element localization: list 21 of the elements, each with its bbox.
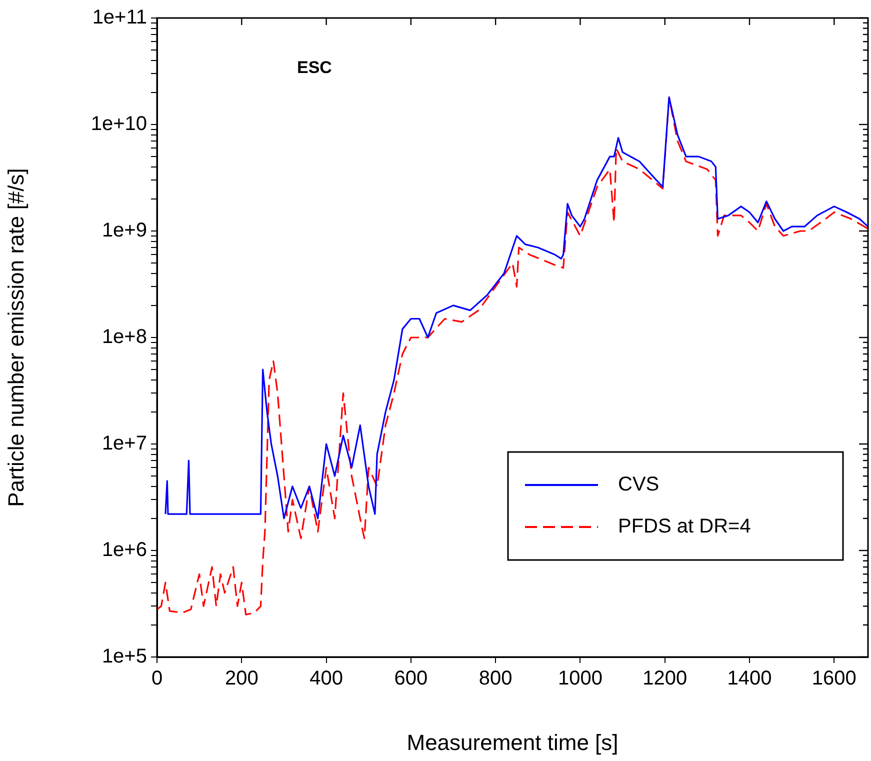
annotation: ESC [297, 58, 332, 78]
y-tick-label: 1e+10 [90, 113, 147, 136]
y-tick-label: 1e+9 [102, 220, 147, 242]
y-tick-label: 1e+5 [102, 646, 147, 668]
legend-label: PFDS at DR=4 [618, 516, 751, 538]
x-tick-label: 0 [151, 668, 163, 690]
x-tick-label: 1200 [642, 668, 688, 690]
x-tick-label: 200 [224, 668, 258, 690]
x-tick-label: 1600 [812, 668, 856, 690]
x-tick-label: 400 [310, 668, 343, 690]
x-tick-label: 600 [394, 668, 428, 690]
x-tick-label: 800 [478, 668, 512, 690]
legend-label: CVS [618, 474, 660, 496]
x-tick-label: 1000 [558, 668, 602, 690]
x-axis-title: Measurement time [s] [406, 730, 618, 755]
y-axis-title: Particle number emission rate [#/s] [3, 168, 28, 507]
y-tick-label: 1e+11 [92, 6, 147, 29]
y-tick-label: 1e+6 [102, 539, 147, 562]
x-tick-label: 1400 [727, 668, 772, 690]
y-tick-label: 1e+8 [102, 326, 147, 348]
y-tick-label: 1e+7 [102, 432, 147, 455]
